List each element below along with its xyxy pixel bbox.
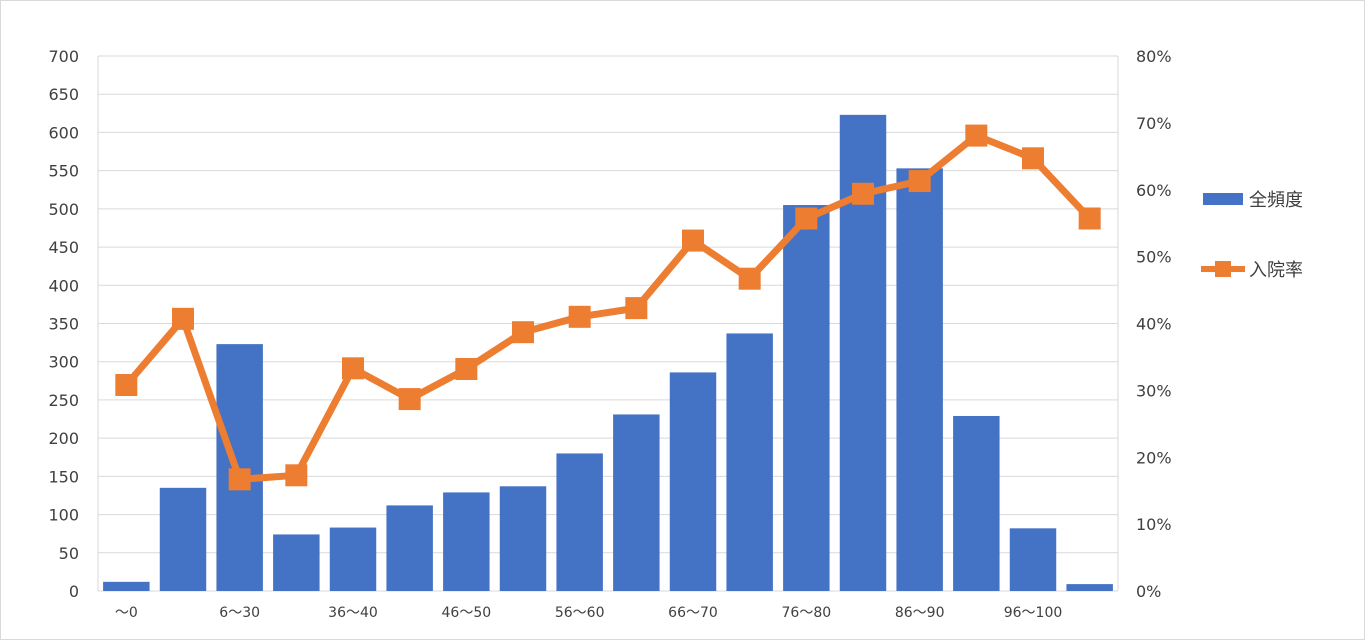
x-tick-label: 86～90 [895, 605, 945, 621]
y-right-tick-label: 40% [1136, 315, 1172, 334]
bar [159, 487, 207, 591]
x-tick-label: 56～60 [555, 605, 605, 621]
legend-swatch-marker [1215, 261, 1231, 277]
legend-label-line: 入院率 [1249, 260, 1303, 281]
y-right-tick-label: 10% [1136, 515, 1172, 534]
y-right-tick-label: 30% [1136, 381, 1172, 400]
y-axis-left: 0 50 100 150 200 250 300 350 400 450 500 550 600 650 7… [48, 47, 79, 601]
bar [273, 534, 320, 591]
line-point [285, 464, 308, 487]
line-point [1078, 207, 1101, 230]
bar [329, 527, 377, 591]
bar [386, 505, 433, 591]
bar [443, 492, 490, 591]
y-right-tick-label: 20% [1136, 448, 1172, 467]
line-point [398, 388, 421, 411]
y-left-tick-label: 550 [48, 162, 79, 181]
y-left-tick-label: 300 [48, 353, 79, 372]
bar [726, 333, 773, 591]
bar [103, 581, 150, 591]
line-point [682, 229, 704, 252]
x-tick-label: 96～100 [1004, 605, 1063, 621]
x-tick-label: 76～80 [782, 605, 832, 621]
y-left-tick-label: 600 [48, 123, 79, 142]
line-point [568, 305, 591, 328]
series-line [123, 132, 1093, 483]
y-left-tick-label: 250 [48, 391, 79, 410]
y-left-tick-label: 700 [48, 47, 79, 66]
y-right-tick-label: 70% [1136, 114, 1172, 133]
bar [499, 486, 547, 591]
y-right-tick-label: 60% [1136, 181, 1172, 200]
line-point [1022, 147, 1044, 170]
bar [953, 415, 1000, 591]
line-point [228, 468, 251, 491]
legend: 全頻度 入院率 [1201, 190, 1303, 281]
x-tick-label: ～0 [115, 605, 138, 621]
y-right-tick-label: 50% [1136, 248, 1172, 267]
y-left-tick-label: 200 [48, 429, 79, 448]
bar [783, 205, 830, 592]
y-left-tick-label: 650 [48, 85, 79, 104]
line-point [738, 267, 761, 290]
legend-label-bar: 全頻度 [1249, 190, 1303, 211]
y-axis-right: 0% 10% 20% 30% 40% 50% 60% 70% 80% [1136, 47, 1172, 601]
line-point [852, 182, 874, 205]
bar [1009, 528, 1057, 591]
line-point [172, 307, 194, 330]
bar [1066, 584, 1113, 591]
line-point [455, 357, 478, 380]
y-left-tick-label: 400 [48, 276, 79, 295]
y-left-tick-label: 350 [48, 315, 79, 334]
y-left-tick-label: 0 [69, 582, 79, 601]
bar-series-fullfreq [103, 114, 1113, 592]
y-left-tick-label: 150 [48, 467, 79, 486]
grid-lines [97, 55, 1119, 592]
x-tick-label: 46～50 [442, 605, 492, 621]
x-tick-label: 6～30 [219, 605, 260, 621]
bar [556, 453, 603, 591]
line-point [795, 207, 818, 230]
bar [613, 414, 660, 591]
bar [669, 372, 717, 591]
line-point [342, 357, 364, 380]
y-left-tick-label: 450 [48, 238, 79, 257]
line-point [965, 124, 988, 147]
line-point [625, 297, 648, 320]
y-right-tick-label: 80% [1136, 47, 1172, 66]
y-left-tick-label: 500 [48, 200, 79, 219]
line-point [115, 374, 138, 397]
bar [896, 168, 943, 591]
legend-swatch-bar [1203, 193, 1243, 205]
x-tick-label: 66～70 [668, 605, 718, 621]
line-point [908, 170, 931, 193]
y-left-tick-label: 50 [59, 544, 79, 563]
x-axis: ～0 6～30 36～40 46～50 56～60 66～70 76～80 86～90 96～1… [115, 605, 1062, 621]
y-right-tick-label: 0% [1136, 582, 1161, 601]
line-point [512, 321, 534, 344]
y-left-tick-label: 100 [48, 506, 79, 525]
bar [216, 344, 263, 591]
line-series-admission-rate [115, 124, 1101, 491]
x-tick-label: 36～40 [328, 605, 378, 621]
